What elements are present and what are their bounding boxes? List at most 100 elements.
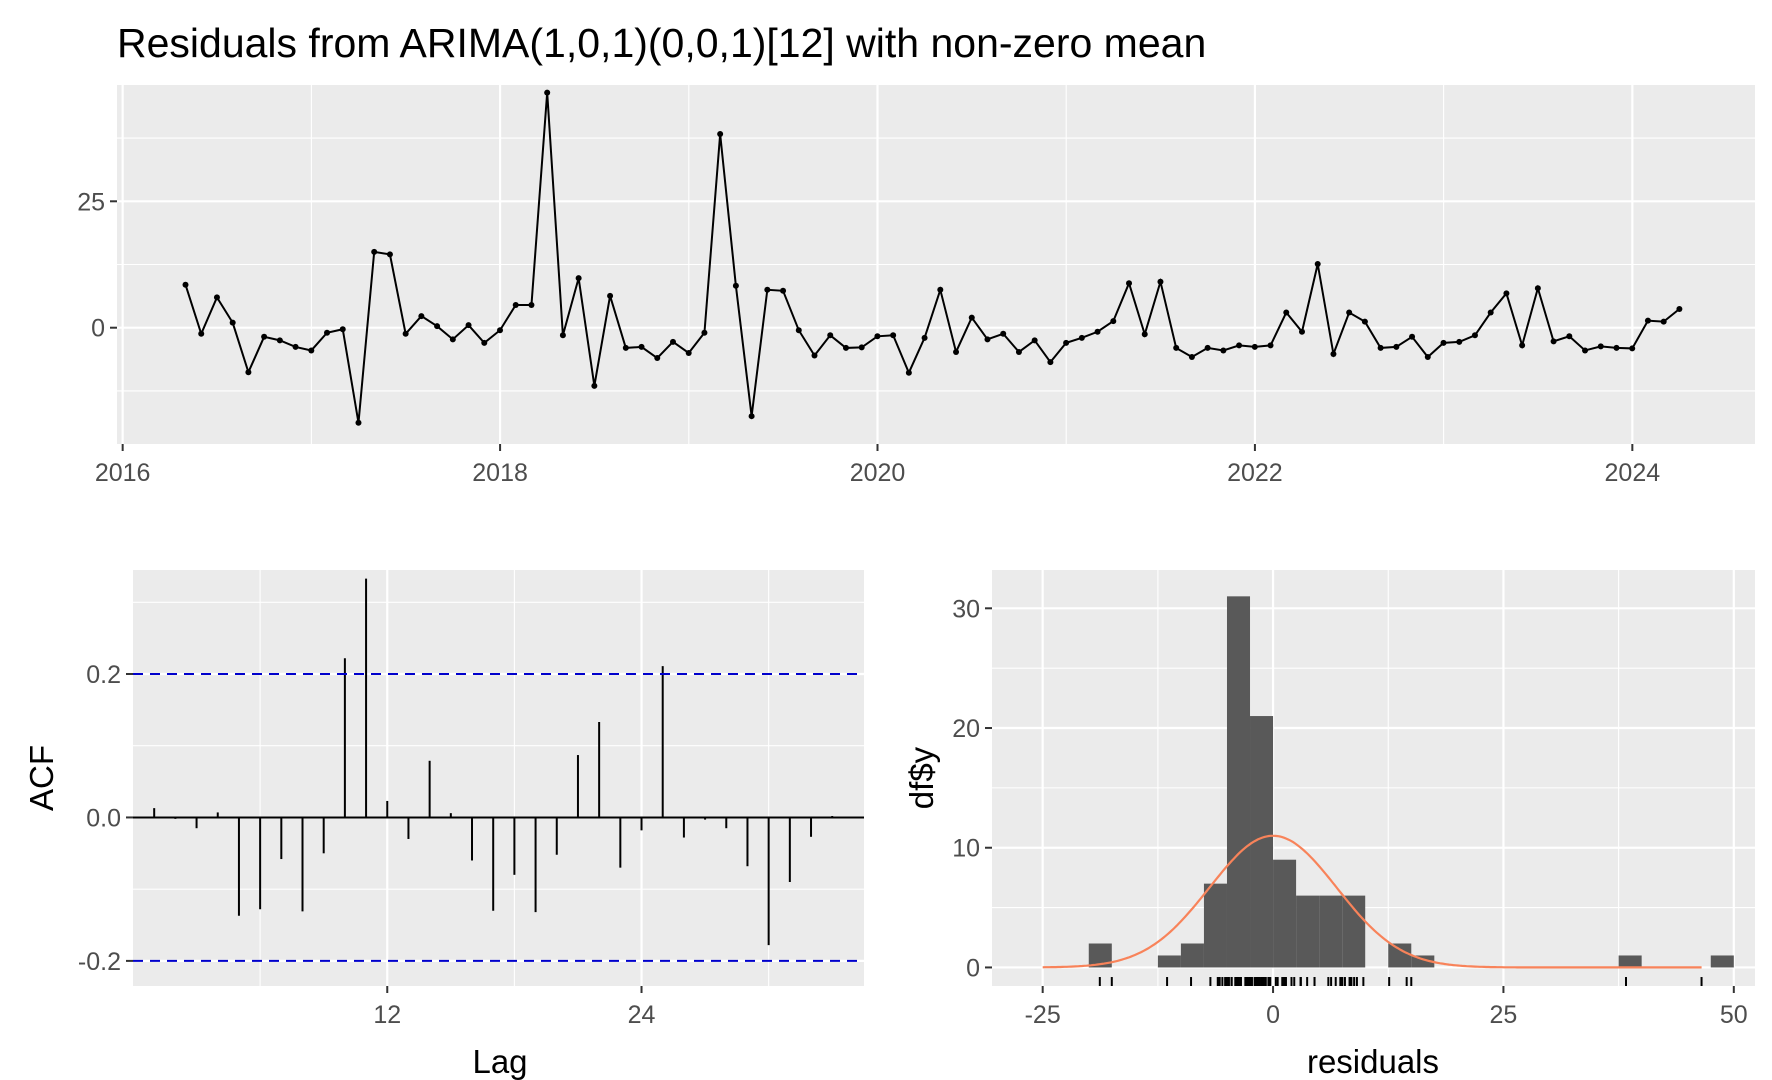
residual-point: [1519, 342, 1526, 349]
residual-point: [512, 301, 519, 308]
acf-bars: [133, 578, 864, 962]
residual-point: [1204, 344, 1211, 351]
residual-point: [1188, 354, 1195, 361]
residual-point: [622, 344, 629, 351]
histogram-bar: [1226, 596, 1251, 968]
residual-point: [1346, 309, 1353, 316]
histogram-panel: -25 0 25 50 0 10 20 30 residuals df$y: [903, 570, 1755, 1080]
residual-point: [937, 286, 944, 293]
residual-point: [418, 313, 425, 320]
x-tick-label: 24: [628, 1001, 656, 1029]
residual-point: [874, 333, 881, 340]
residual-point: [1361, 318, 1368, 325]
residual-point: [355, 419, 362, 426]
residual-point: [1000, 330, 1007, 337]
residual-point: [1660, 318, 1667, 325]
residual-point: [1424, 354, 1431, 361]
residual-point: [1597, 343, 1604, 350]
residual-point: [795, 327, 802, 334]
x-tick-label: 2020: [850, 459, 906, 487]
residual-point: [1566, 333, 1573, 340]
normal-density-curve: [1042, 834, 1702, 969]
residual-point: [1173, 344, 1180, 351]
residual-point: [1550, 338, 1557, 345]
residual-point: [339, 326, 346, 333]
residual-point: [984, 336, 991, 343]
chart-title: Residuals from ARIMA(1,0,1)(0,0,1)[12] w…: [117, 20, 1206, 66]
residual-point: [292, 343, 299, 350]
histogram-bar: [1388, 943, 1412, 968]
residual-point: [1330, 350, 1337, 357]
x-tick-label: 50: [1720, 1001, 1748, 1029]
x-tick-label: 2024: [1605, 459, 1661, 487]
residual-point: [1220, 347, 1227, 354]
histogram-bar: [1180, 943, 1204, 968]
residual-point: [701, 329, 708, 336]
histogram-plot-background: [992, 570, 1755, 986]
residual-point: [669, 338, 676, 345]
y-tick-label: 0.0: [86, 804, 121, 832]
acf-y-axis-label: ACF: [23, 745, 60, 811]
residual-point: [905, 369, 912, 376]
residual-point: [780, 287, 787, 294]
residual-point: [748, 413, 755, 420]
residual-point: [1676, 305, 1683, 312]
residual-point: [1314, 260, 1321, 267]
residual-point: [1534, 285, 1541, 292]
residual-point: [1031, 337, 1038, 344]
residual-point: [842, 344, 849, 351]
residual-point: [261, 333, 268, 340]
residual-point: [732, 282, 739, 289]
y-tick-label: 25: [77, 188, 105, 216]
residual-point: [1613, 344, 1620, 351]
residual-point: [764, 286, 771, 293]
residual-point: [1047, 359, 1054, 366]
residual-point: [827, 332, 834, 339]
residual-point: [528, 301, 535, 308]
x-tick-label: 2018: [472, 459, 528, 487]
residual-point: [638, 343, 645, 350]
residual-series: [182, 89, 1683, 426]
residual-point: [1503, 290, 1510, 297]
residual-point: [717, 131, 724, 138]
residual-point: [1015, 348, 1022, 355]
histogram-axis-ticks: -25 0 25 50 0 10 20 30: [952, 595, 1748, 1029]
histogram-gridlines: [992, 570, 1755, 986]
histogram-bar: [1250, 716, 1274, 968]
x-tick-label: 12: [373, 1001, 401, 1029]
residual-point: [654, 355, 661, 362]
residual-point: [811, 352, 818, 359]
residual-point: [481, 339, 488, 346]
residual-point: [1267, 342, 1274, 349]
residual-point: [1236, 342, 1243, 349]
x-tick-label: 2016: [95, 459, 151, 487]
residual-point: [591, 382, 598, 389]
acf-panel: 12 24 -0.2 0.0 0.2 Lag ACF: [23, 570, 864, 1080]
residual-point: [1283, 309, 1290, 316]
residual-point: [1094, 328, 1101, 335]
residual-point: [1141, 331, 1148, 338]
residual-point: [1110, 318, 1117, 325]
residual-point: [1298, 328, 1305, 335]
histogram-y-axis-label: df$y: [903, 746, 940, 809]
residual-point: [465, 322, 472, 329]
residual-point: [921, 334, 928, 341]
residual-point: [1078, 334, 1085, 341]
x-tick-label: 2022: [1227, 459, 1283, 487]
residual-point: [1126, 280, 1133, 287]
histogram-bar: [1710, 955, 1734, 968]
residual-point: [1629, 345, 1636, 352]
residual-point: [607, 292, 614, 299]
residual-point: [575, 275, 582, 282]
residual-point: [1251, 343, 1258, 350]
y-tick-label: -0.2: [78, 948, 121, 976]
residual-point: [544, 89, 551, 96]
residual-point: [402, 330, 409, 337]
y-tick-label: 0: [91, 315, 105, 343]
histogram-bar: [1273, 859, 1297, 968]
residual-point: [198, 330, 205, 337]
residual-point: [559, 332, 566, 339]
residual-point: [1644, 317, 1651, 324]
histogram-bar: [1203, 883, 1227, 968]
